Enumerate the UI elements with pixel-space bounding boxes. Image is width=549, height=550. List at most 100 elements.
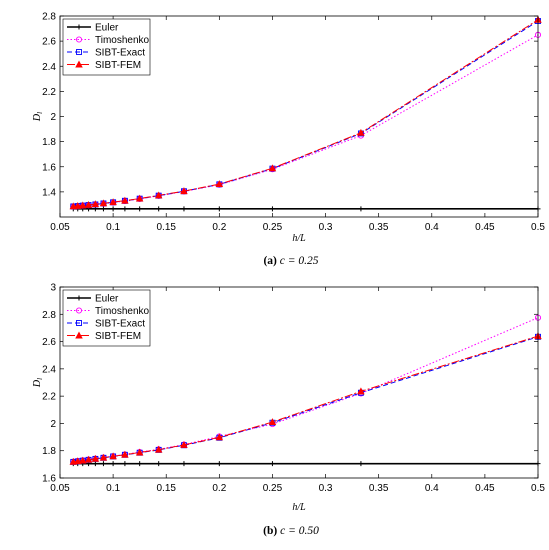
x-tick-label: 0.5 [531,483,545,494]
legend-label: Timoshenko [95,35,150,46]
data-point-plus [137,206,143,212]
y-tick-label: 1.4 [42,187,56,198]
data-point-plus [76,24,82,30]
legend-item: SIBT-FEM [67,331,141,342]
data-point-triangle [121,196,129,204]
x-tick-label: 0.4 [425,222,439,233]
data-point-plus [76,295,82,301]
data-point-plus [110,461,116,467]
x-tick-label: 0.1 [106,483,120,494]
data-point-triangle [109,198,117,206]
data-point-triangle [109,452,117,460]
data-point-plus [156,206,162,212]
x-tick-label: 0.4 [425,483,439,494]
data-point-plus [216,206,222,212]
legend-label: SIBT-Exact [95,319,145,330]
data-point-plus [181,206,187,212]
plot-frame [59,15,539,218]
y-tick-label: 2.6 [42,337,56,348]
data-point-plus [137,461,143,467]
data-point-triangle [180,441,188,448]
data-point-triangle [135,448,144,456]
legend-label: SIBT-FEM [95,331,141,342]
data-point-triangle [135,194,144,202]
data-point-plus [216,461,222,467]
y-tick-label: 1.6 [42,162,56,173]
data-point-triangle [268,418,277,426]
x-tick-label: 0.5 [531,222,545,233]
legend-label: Timoshenko [95,306,150,317]
data-point-plus [110,206,116,212]
data-point-triangle [99,453,108,461]
data-point-triangle [154,445,163,453]
legend-item: SIBT-Exact [67,48,145,59]
data-point-plus [358,206,364,212]
data-point-plus [358,461,364,467]
x-tick-label: 0.35 [369,483,389,494]
y-tick-labels: 1.4 1.6 1.8 2 2.2 2.4 2.6 2.8 [42,12,56,199]
data-point-plus [156,461,162,467]
legend-item: SIBT-Exact [67,319,145,330]
caption-letter: (b) [263,525,277,537]
caption-letter: (a) [263,255,277,267]
data-point-triangle [78,201,87,209]
data-point-plus [92,461,98,467]
x-tick-labels: 0.05 0.1 0.15 0.2 0.25 0.3 0.35 0.4 0.45 0.5 [50,483,545,494]
x-tick-label: 0.3 [319,222,333,233]
y-tick-label: 1.8 [42,446,56,457]
x-tick-label: 0.05 [50,222,70,233]
y-tick-label: 2 [50,112,56,123]
x-tick-label: 0.25 [263,222,283,233]
x-tick-label: 0.45 [475,483,495,494]
y-axis-label: Dl [32,378,44,388]
series-lines [69,314,542,467]
x-axis-label: h/L [292,502,306,513]
x-tick-label: 0.3 [319,483,333,494]
series-sibt-fem [69,332,542,465]
data-point-triangle [357,128,365,136]
data-point-triangle [99,199,108,207]
data-point-triangle [121,450,129,458]
data-point-square [76,320,82,326]
legend-label: SIBT-FEM [95,60,141,71]
x-tick-label: 0.05 [50,483,70,494]
data-point-triangle [84,201,93,208]
data-point-triangle [215,180,224,188]
y-tick-label: 3 [50,283,56,294]
y-tick-label: 2.2 [42,87,56,98]
y-tick-label: 1.8 [42,137,56,148]
y-tick-label: 1.6 [42,474,56,485]
data-point-triangle [73,457,82,465]
x-tick-label: 0.2 [212,483,226,494]
legend-item: Euler [67,294,119,305]
x-tick-label: 0.15 [156,483,176,494]
chart-panel-b: 0.05 0.1 0.15 0.2 0.25 0.3 0.35 0.4 0.45 0.5 1.6 1… [32,283,545,538]
y-tick-label: 2.8 [42,310,56,321]
data-point-plus [100,206,106,212]
x-tick-label: 0.45 [475,222,495,233]
y-tick-label: 2.4 [42,62,56,73]
caption-b: (b) c = 0.50 [263,525,319,537]
data-point-square [76,49,82,55]
caption-text: c = 0.50 [277,525,319,537]
data-point-triangle [91,454,100,462]
data-point-plus [122,461,128,467]
data-point-plus [269,461,275,467]
y-axis-label-main: D [32,113,43,122]
y-axis-label-subscript: l [36,112,44,114]
legend-item: Euler [67,23,119,34]
data-point-plus [122,206,128,212]
data-point-triangle [84,455,93,463]
data-point-triangle [75,60,83,68]
data-point-triangle [215,433,224,441]
legend-label: SIBT-Exact [95,48,145,59]
data-point-circle [75,307,83,314]
x-tick-label: 0.25 [263,483,283,494]
y-tick-label: 2.6 [42,37,56,48]
series-sibt-fem [69,15,542,210]
y-axis-label-main: D [32,379,43,388]
